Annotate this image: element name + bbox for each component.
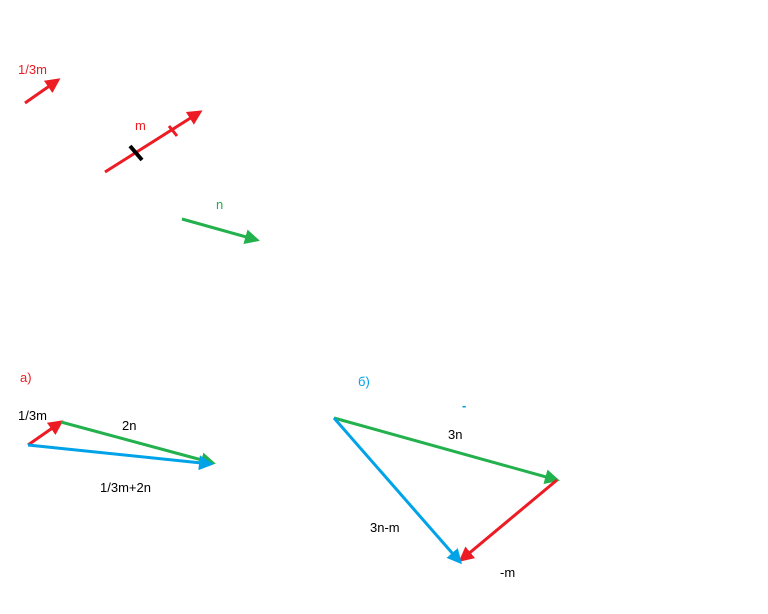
label-b: б) <box>358 374 370 389</box>
vector-b-neg-m <box>461 480 557 560</box>
vector-a-1-3m <box>28 422 61 445</box>
label-a-1-3m: 1/3m <box>18 408 47 423</box>
vector-n <box>182 219 257 240</box>
label-n: n <box>216 197 223 212</box>
vector-m <box>105 112 200 172</box>
label-b-neg-m: -m <box>500 565 515 580</box>
vector-b-result <box>334 418 460 562</box>
label-a: а) <box>20 370 32 385</box>
label-m: m <box>135 118 146 133</box>
label-top-1-3m: 1/3m <box>18 62 47 77</box>
label-a-result: 1/3m+2n <box>100 480 151 495</box>
label-a-2n: 2n <box>122 418 136 433</box>
label-dash: - <box>462 398 466 413</box>
label-b-3n: 3n <box>448 427 462 442</box>
vector-top-1-3m <box>25 80 58 103</box>
vector-b-3n <box>334 418 557 480</box>
label-b-3n-m: 3n-m <box>370 520 400 535</box>
